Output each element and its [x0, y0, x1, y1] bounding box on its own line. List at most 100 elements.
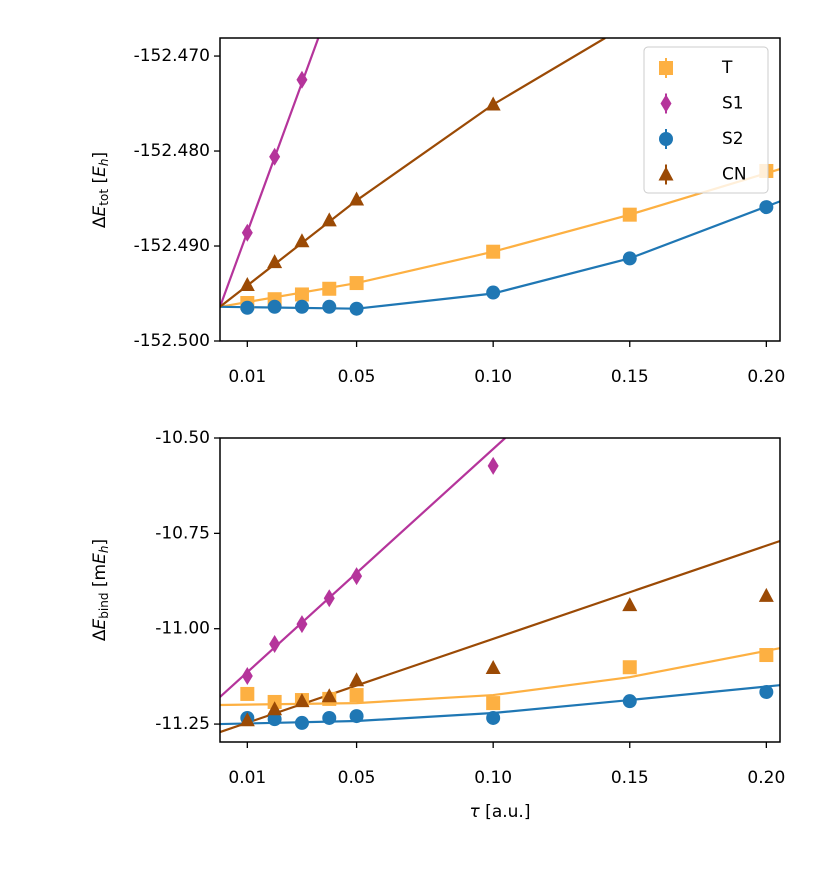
marker [294, 693, 310, 708]
marker [486, 285, 501, 300]
y-tick-label: -11.25 [155, 714, 210, 734]
marker [269, 147, 281, 166]
marker [758, 587, 774, 602]
marker [622, 597, 638, 612]
legend-box [643, 46, 769, 194]
axes-frame [219, 437, 781, 743]
marker [759, 685, 774, 700]
label-part: bind [97, 593, 111, 619]
x-tick-label: 0.10 [474, 367, 512, 387]
marker [485, 96, 501, 111]
x-tick-label: 0.20 [747, 768, 785, 788]
axes-frame [219, 37, 781, 342]
marker [349, 688, 364, 703]
label-part: [ [90, 177, 110, 189]
legend-label: S2 [722, 129, 744, 149]
label-part: ] [90, 539, 110, 546]
marker [759, 648, 774, 663]
x-tick-label: 0.05 [338, 768, 376, 788]
y-tick-label: -10.75 [155, 523, 210, 543]
y-tick-label: -10.50 [155, 428, 210, 448]
label-part: E [90, 205, 110, 216]
marker [349, 301, 364, 316]
marker [241, 223, 253, 242]
x-tick-label: 0.15 [611, 768, 649, 788]
marker [294, 299, 309, 314]
marker [294, 233, 310, 248]
marker [321, 688, 337, 703]
marker [294, 287, 309, 302]
label-part: h [97, 159, 111, 167]
marker [267, 254, 283, 269]
label-part: ] [90, 152, 110, 159]
label-part: Δ [90, 216, 110, 228]
marker [267, 299, 282, 314]
legend-label: CN [722, 165, 747, 185]
x-tick-label: 0.10 [474, 768, 512, 788]
y-tick-label: -152.480 [134, 141, 210, 161]
marker [351, 567, 363, 586]
label-part: E [90, 553, 110, 564]
legend-marker [658, 166, 674, 181]
marker [322, 299, 337, 314]
marker [486, 244, 501, 259]
marker [486, 696, 501, 711]
fit-line [220, 438, 506, 698]
marker [267, 712, 282, 727]
marker [239, 712, 255, 727]
x-tick-label: 0.15 [611, 367, 649, 387]
label-part: τ [470, 802, 481, 822]
marker [349, 672, 365, 687]
fit-line [220, 38, 606, 308]
y-tick-label: -152.490 [134, 236, 210, 256]
label-part: E [90, 618, 110, 629]
plot-area [220, 438, 780, 734]
x-tick-label: 0.01 [228, 768, 266, 788]
fit-line [220, 539, 780, 734]
marker [321, 212, 337, 227]
marker [322, 281, 337, 296]
label-part: tot [97, 189, 111, 206]
marker [485, 660, 501, 675]
legend-label: S1 [722, 94, 744, 114]
x-axis-label: τ [a.u.] [470, 802, 531, 822]
x-tick-label: 0.05 [338, 367, 376, 387]
marker [349, 191, 365, 206]
legend-marker [660, 94, 672, 113]
marker [759, 200, 774, 215]
label-part: [m [90, 564, 110, 593]
label-part: [a.u.] [480, 802, 531, 822]
label-part: E [90, 166, 110, 177]
marker [323, 589, 335, 608]
fit-line [220, 647, 780, 707]
marker [487, 456, 499, 475]
marker [267, 701, 283, 716]
x-tick-label: 0.01 [228, 367, 266, 387]
marker [622, 694, 637, 709]
marker [622, 660, 637, 675]
y-tick-label: -152.500 [134, 331, 210, 351]
x-tick-label: 0.20 [747, 367, 785, 387]
marker [240, 300, 255, 315]
y-axis-label: ΔEbind [mEh] [90, 539, 111, 641]
marker [269, 634, 281, 653]
legend-marker [659, 132, 673, 146]
marker [241, 667, 253, 686]
label-part: h [97, 546, 111, 554]
marker [239, 276, 255, 291]
marker [622, 207, 637, 222]
marker [322, 710, 337, 725]
legend-label: T [721, 58, 733, 78]
marker [486, 710, 501, 725]
marker [296, 70, 308, 89]
legend-marker [659, 61, 673, 75]
plot-area [220, 38, 780, 316]
marker [349, 709, 364, 724]
label-part: Δ [90, 629, 110, 641]
marker [622, 251, 637, 266]
marker [294, 715, 309, 730]
marker [349, 276, 364, 291]
marker [296, 615, 308, 634]
